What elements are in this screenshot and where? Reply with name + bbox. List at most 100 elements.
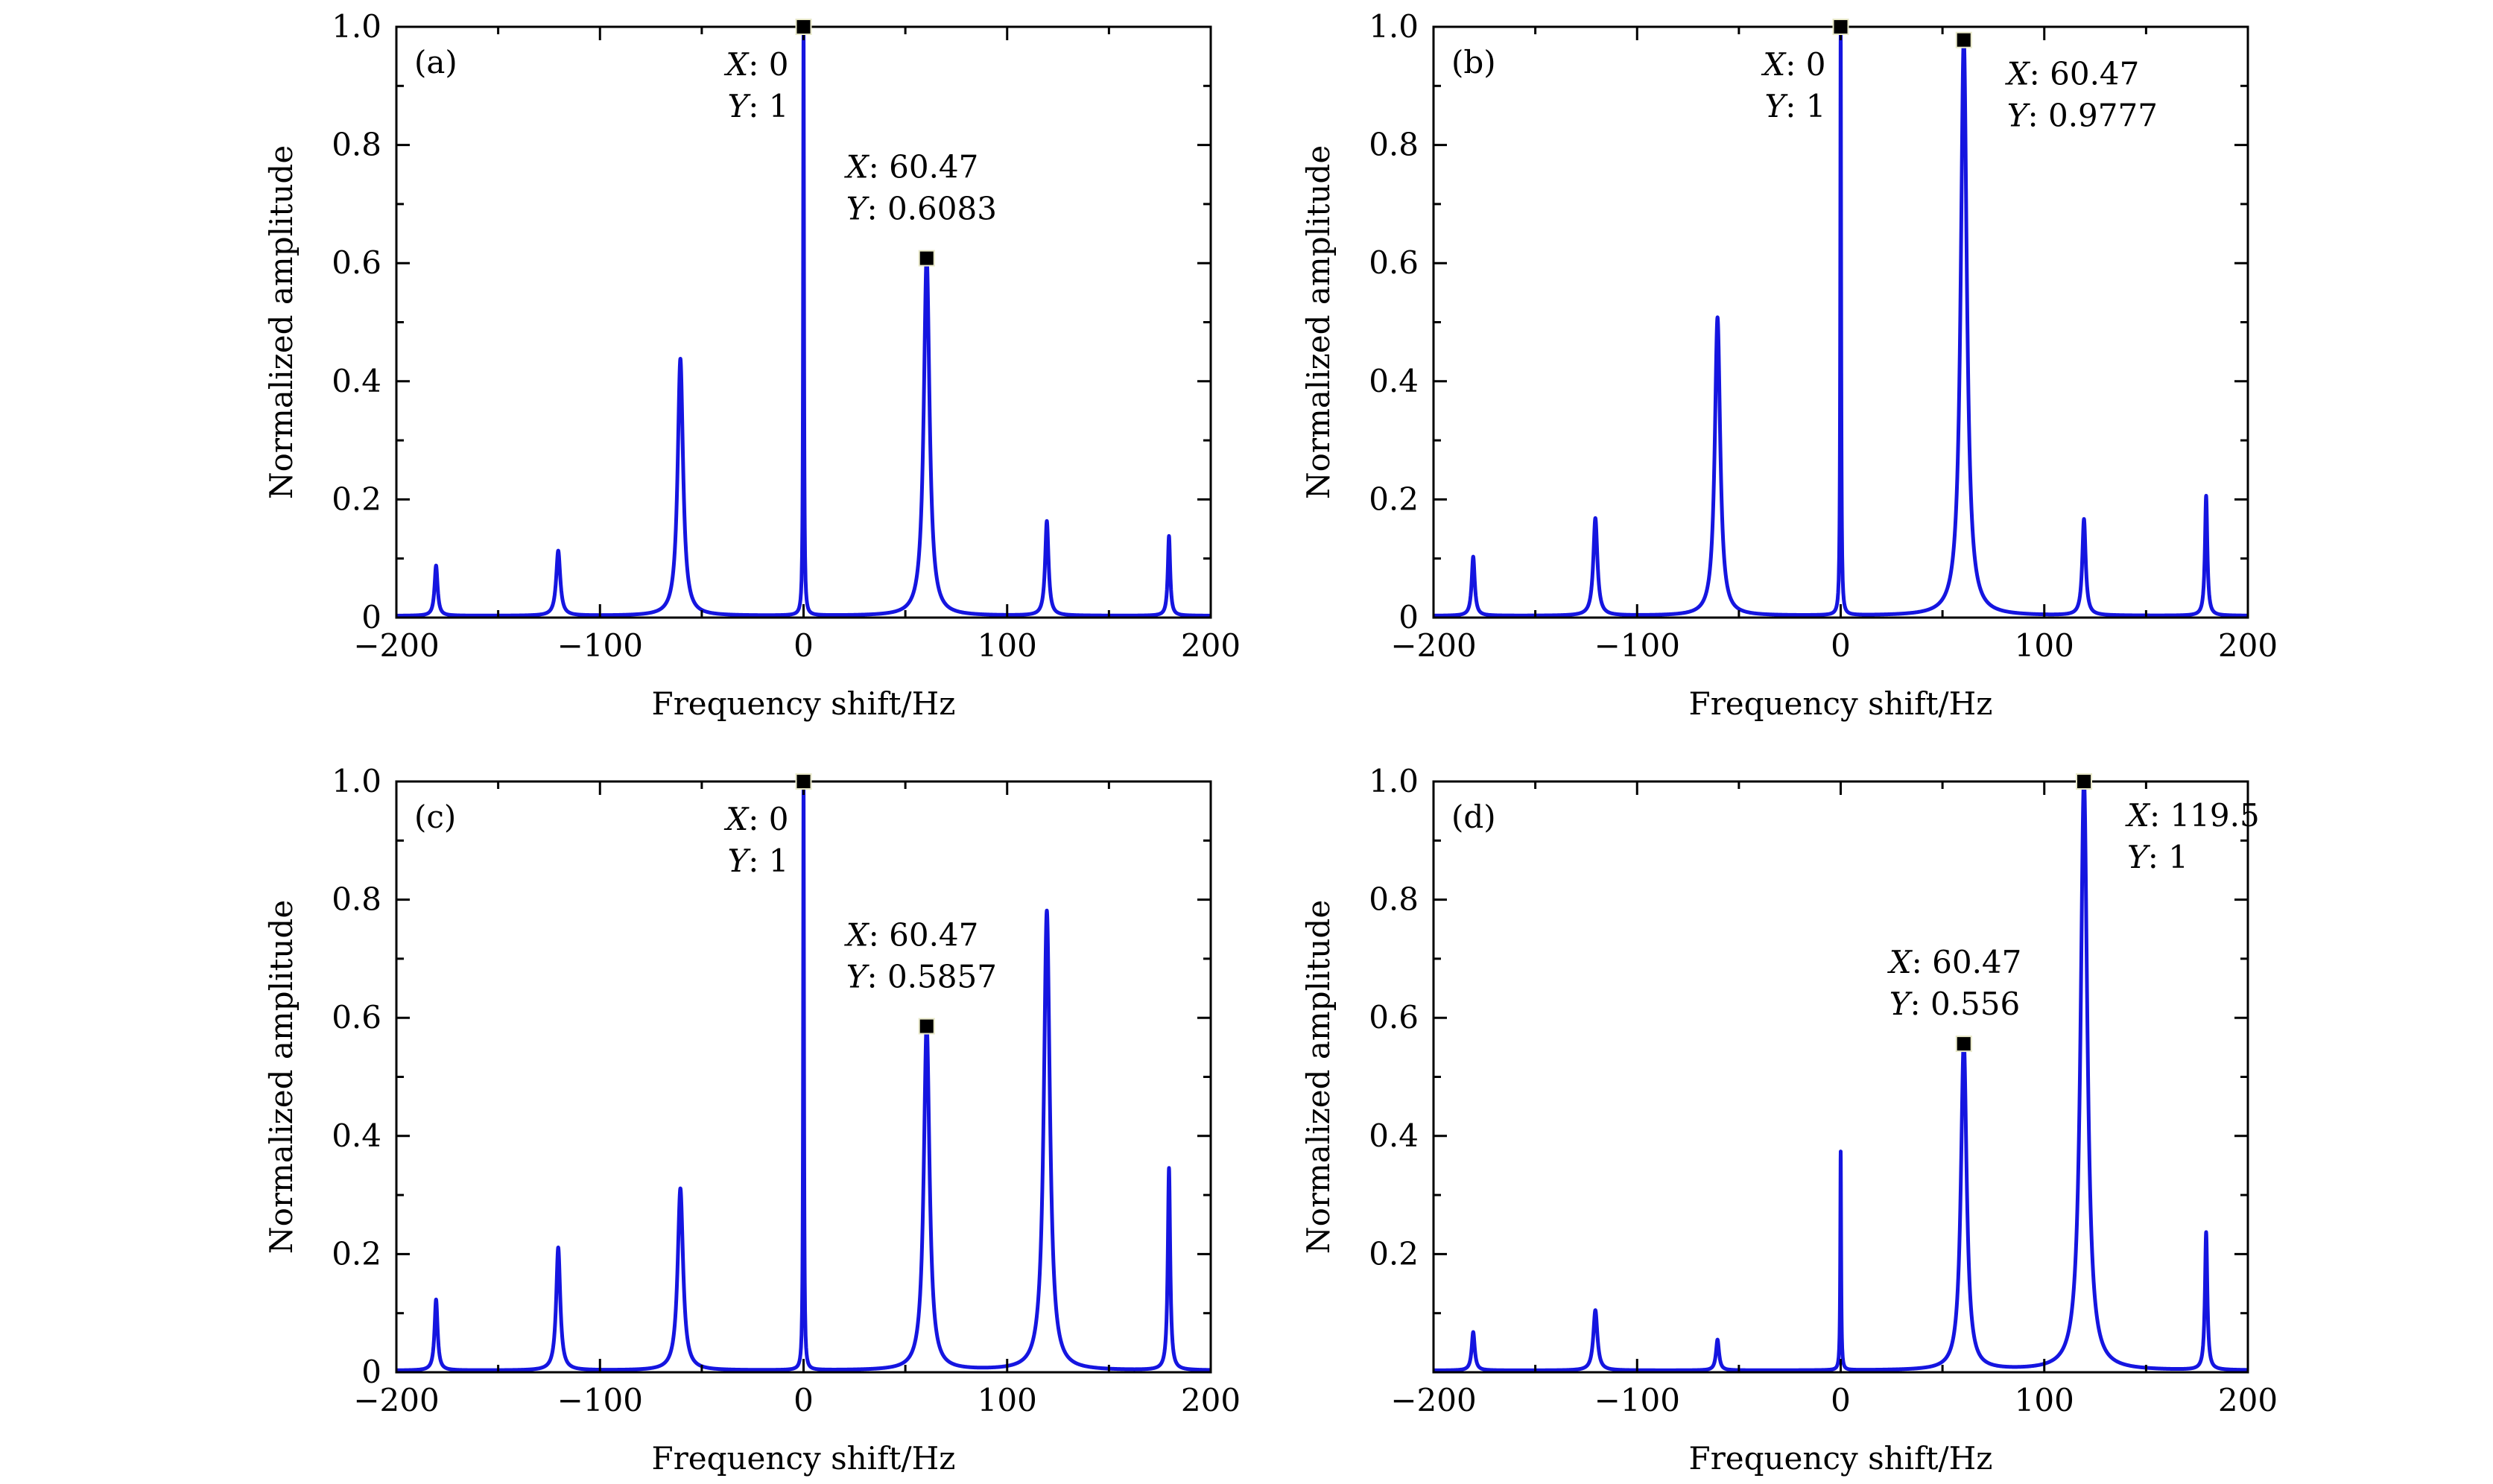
datatip-x-text: X: 60.47: [1887, 944, 2022, 980]
datatip-y-value: : 1: [748, 843, 788, 879]
x-tick-label: 0: [1831, 1382, 1851, 1418]
datatip-y-value: : 0.556: [1910, 986, 2020, 1022]
y-tick-label: 0.6: [1369, 244, 1419, 281]
y-tick-label: 0.6: [1369, 999, 1419, 1036]
datatip-x-value: : 119.5: [2150, 797, 2260, 834]
datatip-y-var: Y: [2007, 98, 2031, 134]
datatip-marker[interactable]: [918, 250, 935, 267]
datatip-y-value: : 0.9777: [2027, 98, 2157, 134]
x-tick-label: 200: [2218, 1382, 2278, 1418]
datatip-x-value: : 0: [748, 46, 788, 83]
datatip-x-var: X: [1887, 944, 1913, 980]
datatip-y-value: : 0.6083: [867, 191, 996, 227]
datatip-y-text: Y: 0.6083: [846, 191, 997, 227]
y-tick-label: 0: [1398, 599, 1419, 635]
datatip-x-text: X: 0: [723, 46, 788, 83]
datatip-marker[interactable]: [918, 1018, 935, 1035]
datatip-x-value: : 60.47: [869, 917, 979, 954]
spectrum-line-3: [396, 780, 1211, 1372]
datatip-x-text: X: 60.47: [844, 917, 979, 954]
x-tick-label: 100: [2015, 1382, 2074, 1418]
y-tick-label: 0.2: [332, 1235, 381, 1272]
datatip-y-text: Y: 1: [728, 843, 789, 879]
x-tick-label: −200: [353, 1382, 439, 1418]
datatip-x-text: X: 119.5: [2125, 797, 2260, 834]
datatip-x-var: X: [2125, 797, 2151, 834]
datatip-x-value: : 60.47: [2030, 56, 2140, 92]
datatip-marker[interactable]: [795, 19, 812, 35]
datatip-x-value: : 60.47: [869, 149, 979, 186]
chart-panel-4: −200 −100 0 100 200 0.2 0.4 0.6 0.8 1.0 Frequency …: [1300, 763, 2278, 1477]
x-tick-label: −100: [557, 1382, 643, 1418]
spectrum-line-1: [396, 25, 1211, 618]
datatip-x-value: : 0: [1785, 46, 1825, 83]
chart-panel-1: −200 −100 0 100 200 0 0.2 0.4 0.6 0.8 1.0 Frequency…: [263, 8, 1241, 722]
y-tick-label: 0.8: [1369, 127, 1419, 163]
x-tick-label: 0: [793, 1382, 814, 1418]
datatip-marker[interactable]: [795, 773, 812, 790]
datatip-marker[interactable]: [1832, 19, 1849, 35]
x-tick-label: 200: [1181, 1382, 1241, 1418]
datatip-y-value: : 0.5857: [867, 959, 996, 995]
y-tick-label: 0.2: [1369, 1235, 1419, 1272]
y-axis-label: Normalized amplitude: [1300, 900, 1337, 1254]
y-axis-label: Normalized amplitude: [263, 900, 300, 1254]
y-tick-label: 0: [361, 599, 381, 635]
y-tick-label: 1.0: [1369, 8, 1419, 45]
y-tick-label: 0.6: [332, 244, 381, 281]
y-tick-label: 0.8: [332, 881, 381, 918]
x-tick-label: −200: [1390, 627, 1476, 664]
spectrum-line-2: [1434, 25, 2248, 618]
chart-panel-3: −200 −100 0 100 200 0 0.2 0.4 0.6 0.8 1.0 Frequency…: [263, 763, 1241, 1477]
datatip-x-value: : 60.47: [1912, 944, 2022, 980]
datatip-x-var: X: [844, 917, 870, 954]
datatip-y-text: Y: 1: [728, 88, 789, 124]
y-tick-label: 0.2: [1369, 481, 1419, 517]
datatip-x-var: X: [723, 801, 750, 837]
x-tick-label: −100: [1594, 627, 1680, 664]
y-tick-label: 0.4: [1369, 363, 1419, 399]
datatip-y-value: : 1: [2148, 839, 2188, 875]
y-tick-label: 0.8: [332, 127, 381, 163]
datatip-y-text: Y: 1: [1765, 88, 1826, 124]
spectrum-line-4: [1434, 780, 2248, 1372]
datatip-x-text: X: 60.47: [844, 149, 979, 186]
datatip-x-text: X: 0: [1761, 46, 1825, 83]
y-tick-label: 1.0: [332, 8, 381, 45]
datatip-x-text: X: 0: [723, 801, 788, 837]
y-axis-label: Normalized amplitude: [1300, 145, 1337, 499]
x-tick-label: 100: [978, 627, 1037, 664]
panel-label: (a): [414, 44, 457, 80]
x-tick-label: 200: [1181, 627, 1241, 664]
y-tick-label: 0.2: [332, 481, 381, 517]
datatip-y-value: : 1: [748, 88, 788, 124]
y-tick-label: 0.8: [1369, 881, 1419, 918]
y-tick-label: 0.4: [332, 1117, 381, 1154]
x-tick-label: 0: [1831, 627, 1851, 664]
x-tick-label: 100: [2015, 627, 2074, 664]
datatip-y-var: Y: [1765, 88, 1789, 124]
x-axis-label: Frequency shift/Hz: [652, 685, 956, 722]
datatip-marker[interactable]: [1955, 1036, 1972, 1053]
datatip-y-text: Y: 0.5857: [846, 959, 997, 995]
y-tick-label: 0.4: [1369, 1117, 1419, 1154]
datatip-y-text: Y: 0.556: [1889, 986, 2020, 1022]
datatip-marker[interactable]: [2076, 773, 2093, 790]
x-tick-label: 0: [793, 627, 814, 664]
x-tick-label: −100: [1594, 1382, 1680, 1418]
datatip-y-var: Y: [1889, 986, 1913, 1022]
x-axis-label: Frequency shift/Hz: [1689, 1440, 1993, 1477]
x-tick-label: 200: [2218, 627, 2278, 664]
chart-panel-2: −200 −100 0 100 200 0 0.2 0.4 0.6 0.8 1.0 Frequency…: [1300, 8, 2278, 722]
y-tick-label: 1.0: [1369, 763, 1419, 799]
x-axis-label: Frequency shift/Hz: [1689, 685, 1993, 722]
panel-label: (b): [1451, 44, 1496, 80]
datatip-x-text: X: 60.47: [2005, 56, 2140, 92]
datatip-marker[interactable]: [1955, 31, 1972, 48]
x-tick-label: −200: [353, 627, 439, 664]
y-tick-label: 0.4: [332, 363, 381, 399]
x-tick-label: −200: [1390, 1382, 1476, 1418]
datatip-y-value: : 1: [1785, 88, 1825, 124]
